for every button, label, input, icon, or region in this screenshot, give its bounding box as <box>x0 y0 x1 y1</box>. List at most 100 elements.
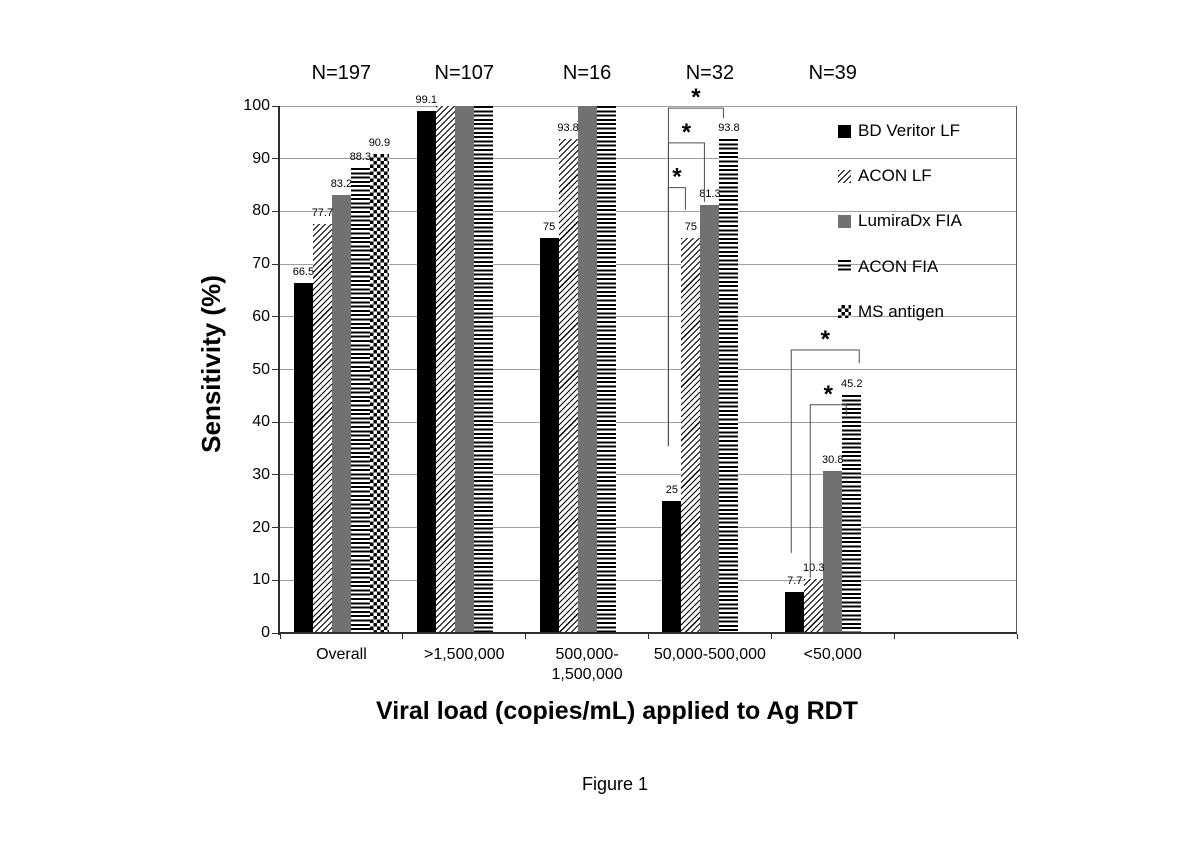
group-n-label: N=32 <box>685 62 735 84</box>
bar-value-label: 66.5 <box>292 265 315 278</box>
bar-acon-fia <box>596 106 616 633</box>
x-axis-tick <box>893 634 895 639</box>
legend-item: BD Veritor LF <box>838 118 960 144</box>
x-axis-title: Viral load (copies/mL) applied to Ag RDT <box>376 697 858 725</box>
x-axis-tick <box>402 634 404 639</box>
y-axis-tick <box>272 579 278 581</box>
y-axis-tick <box>272 421 278 423</box>
x-axis-tick <box>770 634 772 639</box>
bar-acon-lf <box>312 223 332 633</box>
y-axis-tick <box>272 158 278 160</box>
legend-item: ACON FIA <box>838 254 938 280</box>
x-axis-category-label: 500,000- 1,500,000 <box>551 646 623 683</box>
legend-swatch-lumiradx-fia <box>838 214 851 228</box>
gridline <box>280 369 1017 370</box>
bar-bd-veritor-lf <box>539 237 559 633</box>
gridline <box>280 316 1017 318</box>
y-axis-tick-label: 0 <box>261 624 270 641</box>
bar-lumiradx-fia <box>331 194 351 633</box>
y-axis-tick <box>272 316 278 318</box>
x-axis-category-label: <50,000 <box>803 646 862 663</box>
group-n-label: N=107 <box>434 62 495 84</box>
gridline <box>280 474 1017 476</box>
y-axis-tick-label: 20 <box>252 518 270 536</box>
bar-bd-veritor-lf <box>416 110 436 633</box>
legend-swatch-ms-antigen <box>838 305 851 319</box>
legend-swatch-acon-lf <box>838 169 851 183</box>
gridline <box>280 210 1017 212</box>
y-axis-tick <box>272 474 278 476</box>
y-axis-tick <box>272 369 278 370</box>
bar-value-label: 7.7 <box>787 575 803 588</box>
legend-label: MS antigen <box>858 301 944 321</box>
x-axis-category-label: >1,500,000 <box>423 646 505 663</box>
x-axis-line <box>278 632 1017 634</box>
legend-item: MS antigen <box>838 299 944 325</box>
bar-ms-antigen <box>369 153 389 633</box>
plot-right-border <box>1016 106 1017 633</box>
x-axis-tick <box>648 634 649 639</box>
bar-value-label: 88.3 <box>349 150 372 163</box>
bar-bd-veritor-lf <box>662 501 682 633</box>
bar-value-label: 93.8 <box>557 121 579 134</box>
figure-caption: Figure 1 <box>581 774 649 794</box>
x-axis-tick <box>279 634 281 639</box>
gridline <box>280 579 1017 581</box>
gridline <box>280 158 1017 160</box>
y-axis-tick-label: 100 <box>243 97 270 114</box>
y-axis-tick-label: 90 <box>252 149 270 167</box>
gridline <box>280 421 1017 423</box>
y-axis-tick-label: 40 <box>252 413 270 431</box>
legend-label: ACON LF <box>858 166 932 186</box>
legend-label: ACON FIA <box>858 256 939 276</box>
bar-value-label: 30.8 <box>822 453 844 466</box>
plot-area: 66.5 99.1 75 25 7.7 77.7 93.8 75 10.3 83.2 81.3 30.… <box>280 94 1017 633</box>
bar-lumiradx-fia <box>577 106 597 633</box>
y-axis-tick-label: 10 <box>252 571 270 589</box>
bar-acon-lf <box>804 578 824 633</box>
bar-lumiradx-fia <box>823 470 843 633</box>
bar-value-label: 83.2 <box>330 177 353 190</box>
bar-value-label: 25 <box>665 484 679 497</box>
bar-lumiradx-fia <box>700 204 720 633</box>
x-axis-tick <box>525 634 527 639</box>
y-axis-line <box>278 106 280 635</box>
legend-label: LumiraDx FIA <box>858 211 962 231</box>
bar-acon-fia <box>719 138 739 633</box>
bar-value-label: 77.7 <box>311 206 334 219</box>
bar-acon-lf <box>435 106 455 633</box>
y-axis-tick <box>272 527 278 529</box>
group-n-label: N=197 <box>311 62 372 84</box>
group-n-label: N=16 <box>562 62 612 84</box>
y-axis-tick <box>272 105 278 107</box>
x-axis-category-label: Overall <box>316 646 367 663</box>
y-axis-tick-label: 70 <box>252 255 270 273</box>
bar-acon-fia <box>473 106 493 633</box>
y-axis-tick <box>272 263 278 265</box>
gridline <box>280 105 1017 107</box>
legend-item: LumiraDx FIA <box>838 208 962 234</box>
bar-value-label: 45.2 <box>841 377 863 390</box>
bar-value-label: 99.1 <box>415 93 437 106</box>
bar-value-label: 75 <box>684 220 698 233</box>
legend-swatch-bd-veritor-lf <box>838 124 851 138</box>
y-axis-tick <box>272 210 278 212</box>
bar-acon-lf <box>681 237 701 633</box>
y-axis-tick-label: 30 <box>252 465 270 483</box>
bar-value-label: 90.9 <box>368 136 391 149</box>
bar-acon-fia <box>842 394 862 633</box>
gridline <box>280 263 1017 265</box>
x-axis-category-label: 50,000-500,000 <box>653 646 766 663</box>
bar-lumiradx-fia <box>454 106 474 633</box>
y-axis-tick-label: 80 <box>252 202 270 220</box>
bar-value-label: 93.8 <box>718 121 740 134</box>
bar-acon-lf <box>558 138 578 633</box>
x-axis-tick <box>1016 634 1018 639</box>
legend-item: ACON LF <box>838 163 932 189</box>
group-n-label: N=39 <box>808 62 857 84</box>
bar-bd-veritor-lf <box>293 282 313 633</box>
legend-label: BD Veritor LF <box>858 121 961 140</box>
bar-value-label: 75 <box>542 220 556 233</box>
y-axis-tick <box>272 632 278 634</box>
